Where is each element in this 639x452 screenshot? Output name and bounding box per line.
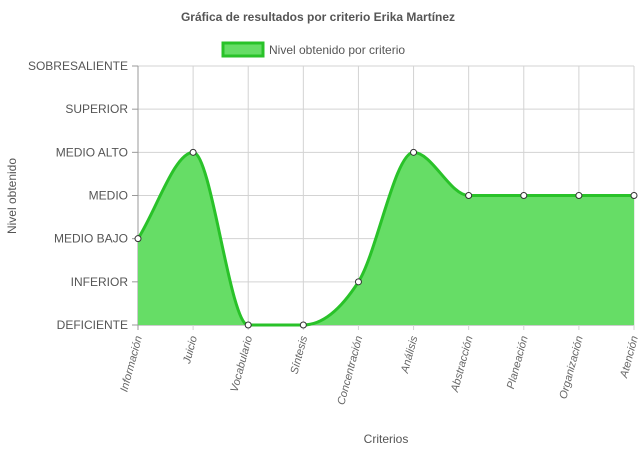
series-area: [136, 150, 634, 327]
x-tick-label: Síntesis: [289, 334, 311, 375]
x-tick-label: Información: [118, 335, 144, 394]
x-tick-label: Vocabulario: [229, 335, 256, 394]
series-line: [136, 150, 634, 327]
data-point[interactable]: [630, 192, 638, 199]
y-tick-label: SUPERIOR: [65, 102, 128, 116]
x-tick-label: Análisis: [399, 334, 421, 375]
legend-swatch[interactable]: [221, 41, 265, 58]
data-point[interactable]: [575, 192, 583, 199]
x-axis-title: Criterios: [364, 432, 409, 446]
data-point[interactable]: [465, 192, 473, 199]
x-tick-label: Atención: [618, 335, 639, 380]
y-tick-label: MEDIO BAJO: [54, 232, 128, 246]
y-axis-ticks: DEFICIENTE INFERIOR MEDIO BAJO MEDIO MEDIO A…: [28, 59, 128, 332]
x-tick-label: Juicio: [181, 335, 200, 366]
data-point[interactable]: [134, 235, 142, 243]
data-point[interactable]: [299, 321, 307, 329]
data-point[interactable]: [520, 192, 528, 199]
data-point[interactable]: [244, 321, 252, 329]
y-tick-label: DEFICIENTE: [57, 318, 128, 332]
series-fill: [138, 152, 634, 325]
x-axis-ticks: Información Juicio Vocabulario Síntesis Conc…: [118, 334, 639, 406]
data-points: [134, 148, 638, 329]
chart-title: Gráfica de resultados por criterio Erika…: [181, 10, 455, 24]
y-tick-label: INFERIOR: [71, 275, 129, 289]
legend[interactable]: Nivel obtenido por criterio: [221, 41, 405, 58]
y-tick-label: MEDIO: [89, 189, 128, 203]
x-tick-label: Organización: [557, 335, 585, 401]
x-tick-label: Planeación: [505, 335, 531, 391]
legend-label[interactable]: Nivel obtenido por criterio: [269, 43, 405, 57]
y-tick-label: MEDIO ALTO: [56, 145, 128, 159]
y-tick-label: SOBRESALIENTE: [28, 59, 128, 73]
x-tick-label: Concentración: [335, 335, 365, 407]
data-point[interactable]: [189, 148, 197, 156]
data-point[interactable]: [410, 148, 418, 156]
y-axis-title: Nivel obtenido: [5, 158, 19, 234]
data-point[interactable]: [354, 278, 362, 286]
x-tick-label: Abstracción: [449, 335, 476, 395]
